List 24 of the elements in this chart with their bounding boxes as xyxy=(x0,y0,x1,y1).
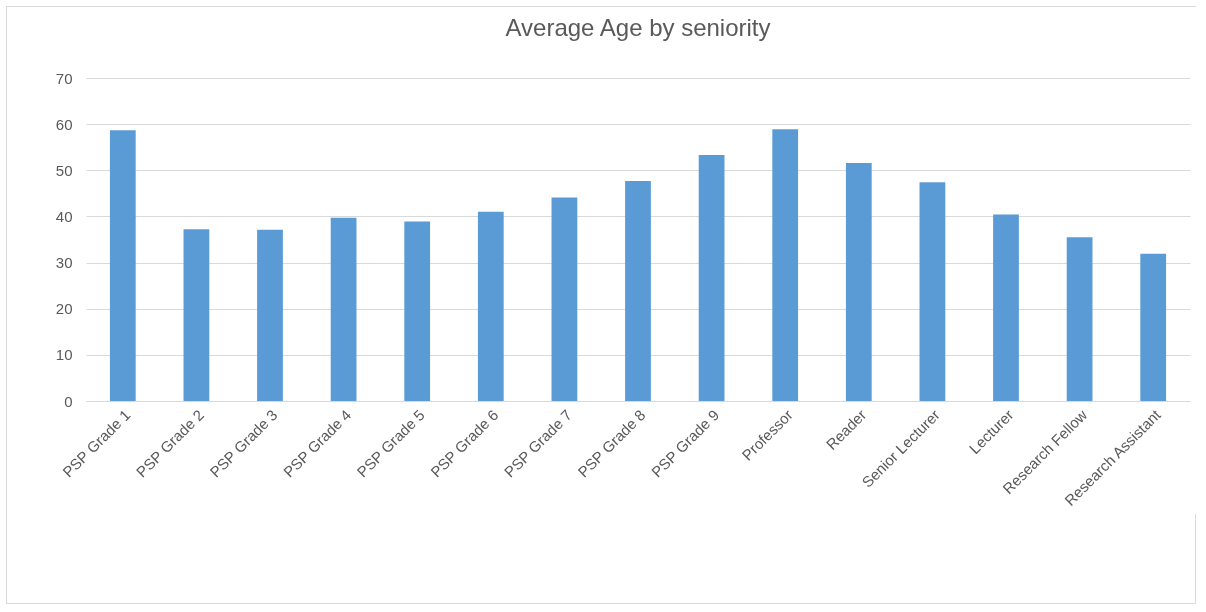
chart-title: Average Age by seniority xyxy=(505,14,771,41)
y-tick-label: 10 xyxy=(55,346,73,364)
bar xyxy=(993,214,1019,401)
y-tick-label: 0 xyxy=(64,392,73,410)
bar xyxy=(772,129,799,401)
bar xyxy=(625,180,651,401)
y-tick-label: 40 xyxy=(55,207,73,225)
bar xyxy=(919,182,946,401)
bar xyxy=(404,221,431,401)
bar xyxy=(1066,237,1093,401)
bar xyxy=(698,155,725,401)
bar xyxy=(551,197,578,401)
y-tick-label: 70 xyxy=(55,69,73,87)
bar xyxy=(845,162,872,401)
bar xyxy=(257,229,283,401)
bar xyxy=(477,211,504,401)
bar xyxy=(109,130,136,401)
y-tick-label: 20 xyxy=(55,300,73,318)
bar xyxy=(1140,253,1167,401)
bar xyxy=(183,229,210,401)
y-tick-label: 60 xyxy=(55,115,73,133)
y-tick-label: 30 xyxy=(55,254,73,272)
y-tick-label: 50 xyxy=(55,161,73,179)
bar xyxy=(330,217,357,401)
